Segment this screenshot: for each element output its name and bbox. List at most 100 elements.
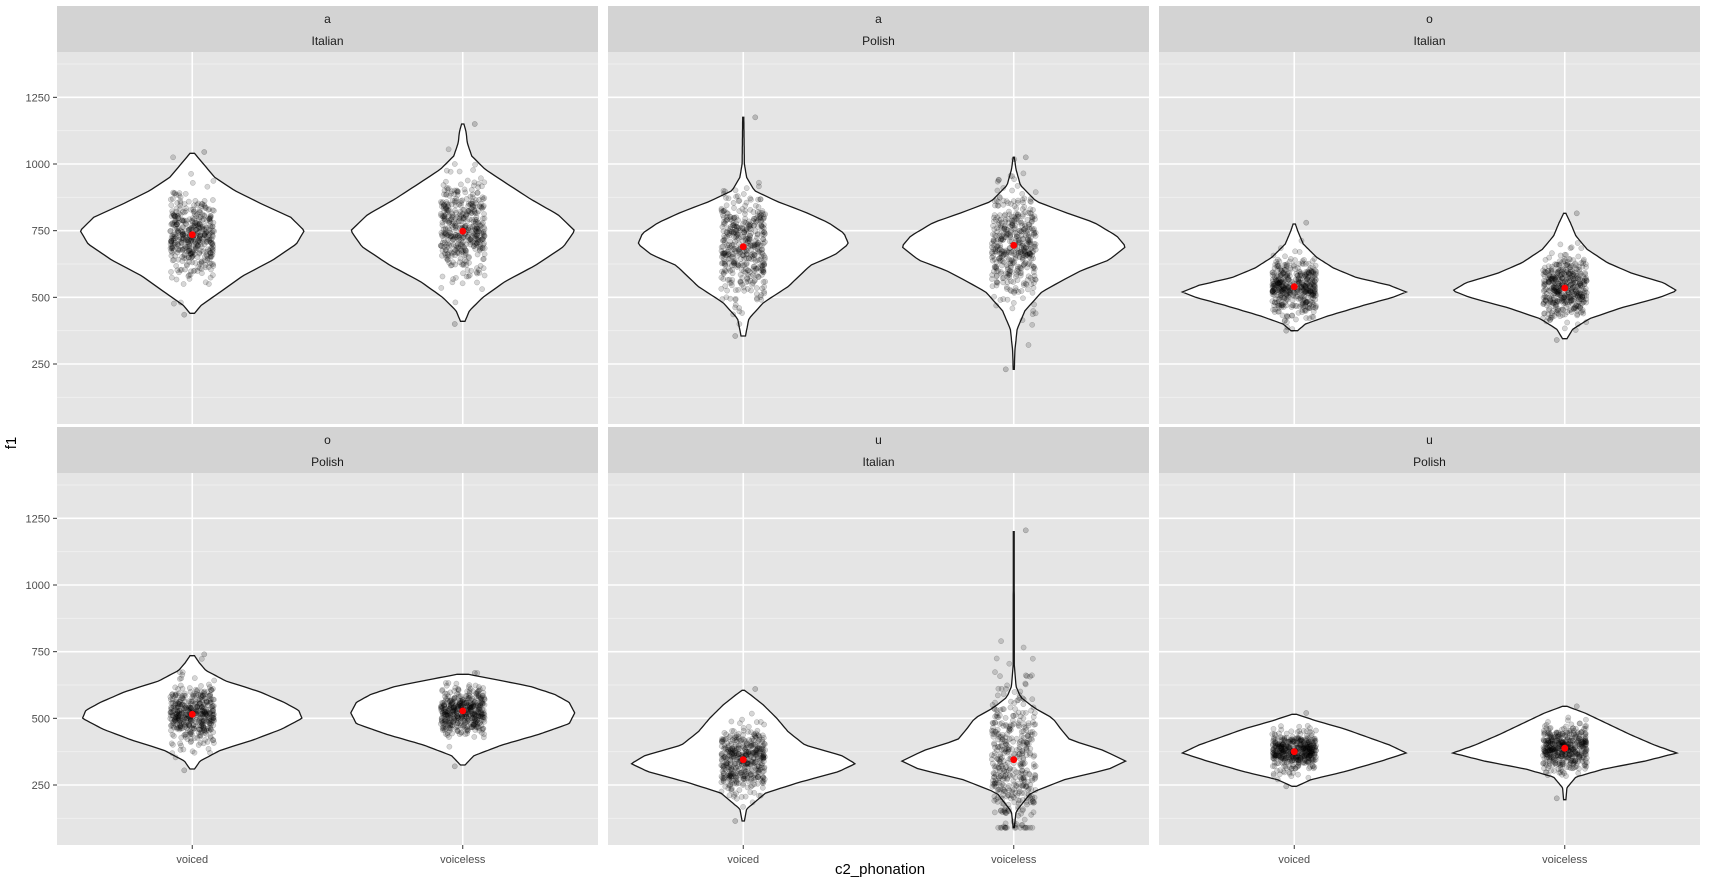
data-point — [208, 253, 215, 260]
data-point — [167, 196, 174, 203]
data-point — [1009, 305, 1016, 312]
data-point — [1015, 803, 1021, 810]
data-point — [991, 809, 998, 816]
data-point — [198, 203, 205, 210]
data-point — [1022, 680, 1029, 687]
data-point — [175, 247, 182, 253]
data-point — [210, 243, 217, 250]
data-point — [1029, 655, 1036, 662]
data-point — [185, 227, 192, 233]
data-point — [196, 214, 202, 221]
data-point — [201, 232, 208, 238]
data-point — [180, 281, 187, 287]
data-point — [1020, 701, 1027, 708]
data-point — [1021, 738, 1027, 745]
y-tick-label: 250 — [32, 359, 50, 371]
data-point — [200, 238, 207, 245]
data-point — [1583, 319, 1590, 326]
data-point — [1560, 258, 1567, 264]
data-point — [1582, 271, 1589, 278]
data-point — [206, 216, 213, 222]
data-point — [757, 196, 764, 203]
data-point — [1005, 231, 1012, 237]
data-point — [186, 272, 193, 278]
data-point — [473, 724, 479, 730]
data-point — [739, 310, 745, 316]
data-point — [180, 695, 187, 702]
data-point — [178, 266, 185, 273]
data-point — [992, 669, 998, 675]
data-point — [1031, 301, 1037, 308]
data-point — [1020, 170, 1027, 177]
data-point — [193, 245, 199, 252]
data-point — [759, 272, 765, 278]
data-point — [472, 220, 479, 227]
data-point — [994, 279, 1000, 285]
data-point — [1011, 222, 1018, 229]
data-point — [1004, 284, 1010, 290]
x-tick-label: voiceless — [1542, 854, 1588, 866]
data-point — [466, 259, 472, 266]
data-point — [1012, 774, 1019, 781]
data-point — [746, 269, 753, 275]
data-point — [199, 226, 205, 233]
data-point — [1305, 774, 1312, 781]
data-point — [193, 240, 200, 247]
data-point — [1276, 754, 1283, 761]
data-point — [198, 201, 205, 208]
data-point — [1553, 299, 1559, 306]
data-point — [1541, 281, 1548, 288]
panel-background — [1159, 473, 1700, 845]
data-point — [721, 249, 728, 256]
data-point — [1029, 824, 1036, 831]
data-point — [168, 235, 175, 242]
data-point — [196, 237, 202, 244]
data-point — [735, 730, 742, 737]
data-point — [181, 209, 188, 216]
data-point — [192, 692, 199, 699]
data-point — [168, 202, 175, 209]
data-point — [719, 768, 726, 774]
data-point — [172, 754, 179, 761]
mean-point-voiced — [188, 231, 196, 239]
data-point — [172, 213, 178, 219]
mean-point-voiced — [1290, 748, 1298, 756]
data-point — [178, 742, 184, 749]
data-point — [195, 242, 201, 249]
data-point — [179, 217, 185, 224]
data-point — [199, 270, 205, 277]
data-point — [1022, 724, 1029, 731]
data-point — [480, 256, 486, 263]
data-point — [178, 240, 185, 247]
data-point — [475, 184, 482, 190]
data-point — [209, 241, 216, 248]
mean-point-voiced — [1290, 283, 1298, 291]
data-point — [1030, 704, 1037, 711]
data-point — [1286, 769, 1293, 776]
data-point — [725, 195, 732, 202]
data-point — [759, 251, 766, 257]
data-point — [174, 212, 181, 219]
data-point — [455, 232, 461, 239]
data-point — [1270, 725, 1277, 732]
data-point — [997, 761, 1003, 768]
data-point — [208, 213, 214, 219]
data-point — [1583, 299, 1590, 306]
data-point — [171, 219, 178, 226]
x-tick-label: voiced — [176, 854, 208, 866]
data-point — [179, 231, 186, 238]
data-point — [189, 254, 196, 260]
data-point — [209, 246, 216, 252]
data-point — [175, 246, 182, 253]
data-point — [728, 718, 735, 725]
data-point — [445, 253, 451, 260]
data-point — [1569, 286, 1575, 292]
x-tick-label: voiceless — [991, 854, 1037, 866]
data-point — [209, 251, 216, 258]
data-point — [1574, 311, 1581, 318]
data-point — [177, 299, 184, 306]
data-point — [1019, 760, 1026, 766]
data-point — [723, 202, 730, 209]
data-point — [199, 200, 205, 207]
